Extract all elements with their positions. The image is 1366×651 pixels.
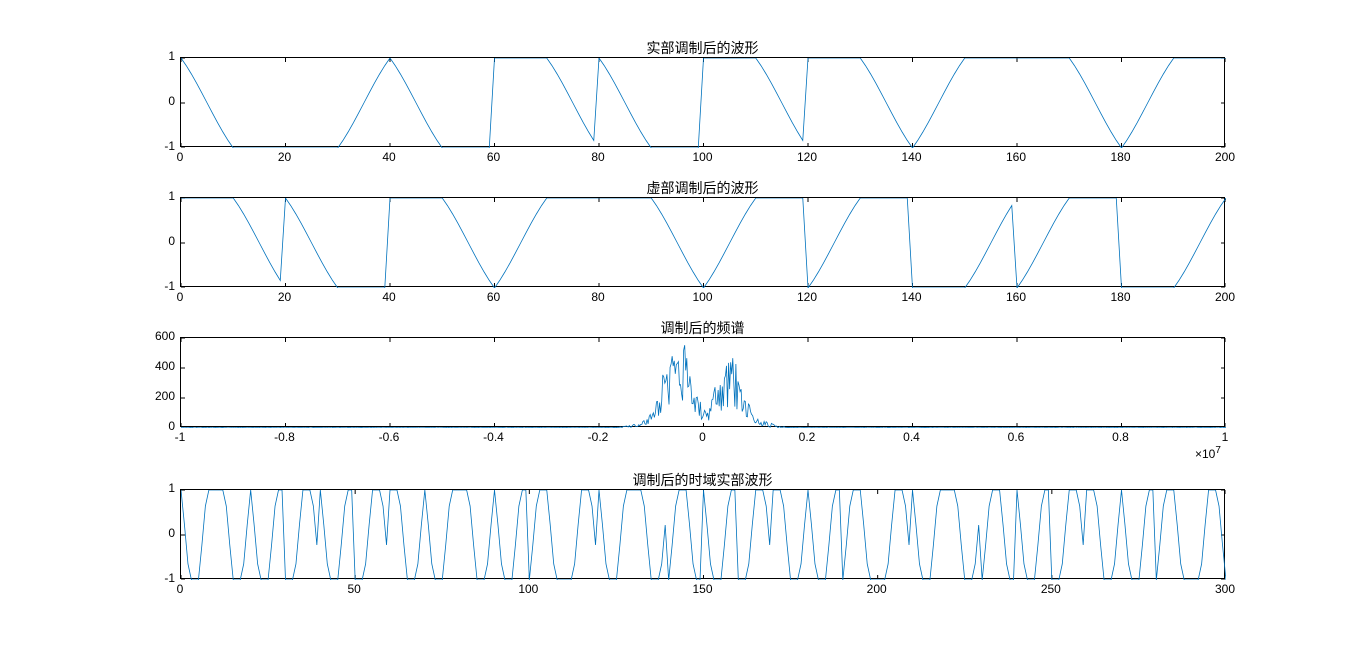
spectrum-plot <box>181 338 1226 428</box>
time-real-ytick: 1 <box>140 481 175 495</box>
real-part-title: 实部调制后的波形 <box>180 38 1225 58</box>
spectrum-xtick: -0.4 <box>483 430 504 444</box>
spectrum-ytick: 0 <box>140 419 175 433</box>
spectrum-xtick: -0.2 <box>588 430 609 444</box>
real-part-xtick: 120 <box>797 150 817 164</box>
time-real-xtick: 200 <box>867 582 887 596</box>
imag-part-xtick: 180 <box>1110 290 1130 304</box>
spectrum-ytick: 400 <box>140 359 175 373</box>
time-real-xtick: 250 <box>1041 582 1061 596</box>
imag-part-xtick: 80 <box>591 290 604 304</box>
real-part-xtick: 0 <box>177 150 184 164</box>
time-real-xtick: 0 <box>177 582 184 596</box>
imag-part-ytick: 1 <box>140 189 175 203</box>
real-part-axes <box>180 57 1225 147</box>
spectrum-xtick: -0.8 <box>274 430 295 444</box>
imag-part-ytick: -1 <box>140 279 175 293</box>
imag-part-xtick: 60 <box>487 290 500 304</box>
imag-part-xtick: 140 <box>901 290 921 304</box>
spectrum-xtick: 0.8 <box>1112 430 1129 444</box>
imag-part-xtick: 0 <box>177 290 184 304</box>
imag-part-axes <box>180 197 1225 287</box>
time-real-axes <box>180 489 1225 579</box>
spectrum-xtick: 0.6 <box>1008 430 1025 444</box>
spectrum-xtick: 0.4 <box>903 430 920 444</box>
imag-part-plot <box>181 198 1226 288</box>
spectrum-title: 调制后的频谱 <box>180 318 1225 338</box>
real-part-ytick: 0 <box>140 94 175 108</box>
spectrum-xtick: -1 <box>175 430 186 444</box>
imag-part-ytick: 0 <box>140 234 175 248</box>
spectrum-exp-label: ×107 <box>1195 445 1221 461</box>
real-part-ytick: -1 <box>140 139 175 153</box>
spectrum-xtick: 1 <box>1222 430 1229 444</box>
real-part-xtick: 180 <box>1110 150 1130 164</box>
spectrum-ytick: 600 <box>140 329 175 343</box>
spectrum-axes <box>180 337 1225 427</box>
spectrum-line <box>181 345 1226 428</box>
imag-part-title: 虚部调制后的波形 <box>180 178 1225 198</box>
imag-part-xtick: 100 <box>692 290 712 304</box>
imag-part-xtick: 160 <box>1006 290 1026 304</box>
time-real-xtick: 100 <box>518 582 538 596</box>
figure: 实部调制后的波形020406080100120140160180200-101虚… <box>0 0 1366 651</box>
real-part-xtick: 20 <box>278 150 291 164</box>
time-real-xtick: 50 <box>347 582 360 596</box>
spectrum-ytick: 200 <box>140 389 175 403</box>
real-part-plot <box>181 58 1226 148</box>
time-real-line <box>181 490 1226 580</box>
imag-part-xtick: 40 <box>382 290 395 304</box>
real-part-xtick: 80 <box>591 150 604 164</box>
time-real-xtick: 150 <box>692 582 712 596</box>
time-real-xtick: 300 <box>1215 582 1235 596</box>
time-real-title: 调制后的时域实部波形 <box>180 470 1225 490</box>
real-part-xtick: 200 <box>1215 150 1235 164</box>
time-real-plot <box>181 490 1226 580</box>
imag-part-xtick: 120 <box>797 290 817 304</box>
imag-part-xtick: 200 <box>1215 290 1235 304</box>
imag-part-xtick: 20 <box>278 290 291 304</box>
real-part-xtick: 40 <box>382 150 395 164</box>
real-part-xtick: 100 <box>692 150 712 164</box>
real-part-xtick: 160 <box>1006 150 1026 164</box>
spectrum-xtick: 0.2 <box>799 430 816 444</box>
spectrum-xtick: 0 <box>699 430 706 444</box>
time-real-ytick: -1 <box>140 571 175 585</box>
time-real-ytick: 0 <box>140 526 175 540</box>
real-part-ytick: 1 <box>140 49 175 63</box>
spectrum-xtick: -0.6 <box>379 430 400 444</box>
real-part-xtick: 140 <box>901 150 921 164</box>
real-part-xtick: 60 <box>487 150 500 164</box>
real-part-line <box>181 58 1226 148</box>
imag-part-line <box>181 198 1226 288</box>
